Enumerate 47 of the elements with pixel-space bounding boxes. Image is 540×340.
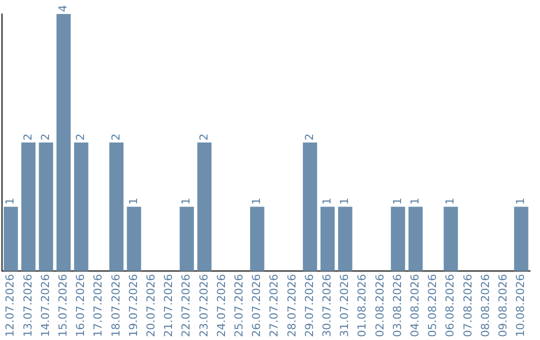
x-tick-label: 01.08.2026 (356, 274, 369, 338)
x-tick-label: 19.07.2026 (126, 274, 140, 338)
x-tick-label: 28.07.2026 (285, 274, 298, 338)
data-label: 2 (109, 134, 122, 141)
data-label: 1 (180, 198, 193, 205)
data-label: 4 (56, 5, 70, 12)
data-label: 1 (320, 198, 334, 205)
x-tick-label: 18.07.2026 (109, 274, 122, 338)
data-label: 2 (302, 134, 316, 141)
x-tick-label: 06.08.2026 (444, 274, 457, 338)
x-tick-label: 24.07.2026 (214, 274, 228, 338)
data-label: 2 (74, 134, 88, 141)
x-tick-label: 16.07.2026 (74, 274, 88, 338)
x-tick-label: 12.07.2026 (4, 274, 17, 338)
x-tick-label: 29.07.2026 (302, 274, 316, 338)
x-tick-label: 22.07.2026 (180, 274, 193, 338)
x-tick-label: 10.08.2026 (514, 274, 528, 338)
data-label: 1 (444, 198, 457, 205)
x-tick-label: 17.07.2026 (92, 274, 105, 338)
x-tick-label: 05.08.2026 (426, 274, 440, 338)
x-tick-label: 13.07.2026 (21, 274, 34, 338)
data-label: 1 (4, 198, 17, 205)
x-tick-label: 25.07.2026 (232, 274, 246, 338)
x-tick-label: 26.07.2026 (250, 274, 264, 338)
data-label: 2 (21, 134, 34, 141)
x-tick-label: 04.08.2026 (408, 274, 422, 338)
x-tick-label: 20.07.2026 (144, 274, 158, 338)
x-tick-label: 15.07.2026 (56, 274, 70, 338)
x-tick-label: 02.08.2026 (373, 274, 386, 338)
data-label: 1 (250, 198, 264, 205)
data-label: 2 (38, 134, 52, 141)
x-tick-label: 30.07.2026 (320, 274, 334, 338)
x-tick-label: 23.07.2026 (197, 274, 210, 338)
x-tick-label: 21.07.2026 (162, 274, 176, 338)
data-label: 1 (408, 198, 422, 205)
data-label: 1 (338, 198, 352, 205)
data-label: 1 (126, 198, 140, 205)
x-tick-label: 08.08.2026 (478, 274, 492, 338)
data-label: 1 (390, 198, 404, 205)
data-label: 1 (514, 198, 528, 205)
x-tick-label: 27.07.2026 (268, 274, 281, 338)
x-tick-label: 07.08.2026 (461, 274, 474, 338)
data-label: 2 (197, 134, 210, 141)
x-tick-label: 09.08.2026 (496, 274, 510, 338)
x-tick-label: 03.08.2026 (390, 274, 404, 338)
x-tick-label: 31.07.2026 (338, 274, 352, 338)
x-tick-label: 14.07.2026 (38, 274, 52, 338)
